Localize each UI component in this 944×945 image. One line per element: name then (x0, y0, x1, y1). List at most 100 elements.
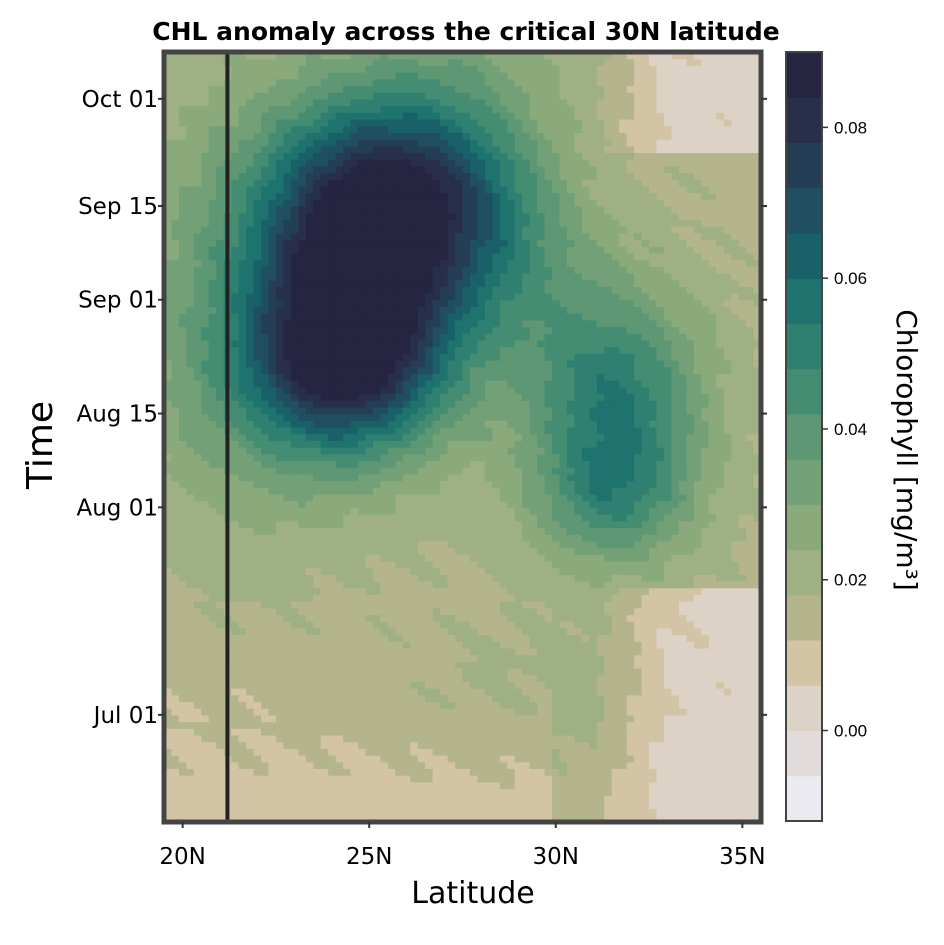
heatmap-cell (208, 493, 217, 502)
heatmap-cell (663, 587, 673, 595)
heatmap-cell (589, 808, 598, 816)
heatmap-cell (380, 527, 389, 535)
heatmap-cell (469, 520, 479, 528)
heatmap-cell (246, 587, 255, 595)
heatmap-cell (671, 795, 680, 803)
heatmap-cell (320, 661, 329, 669)
heatmap-cell (634, 413, 643, 421)
heatmap-cell (246, 734, 255, 743)
heatmap-cell (432, 433, 441, 441)
heatmap-cell (581, 587, 590, 595)
heatmap-cell (634, 688, 643, 696)
heatmap-cell (246, 567, 255, 575)
heatmap-cell (372, 406, 382, 415)
heatmap-cell (484, 567, 493, 575)
heatmap-cell (477, 694, 486, 703)
heatmap-cell (320, 788, 329, 796)
heatmap-cell (343, 714, 352, 723)
heatmap-cell (246, 460, 255, 468)
heatmap-cell (656, 755, 665, 763)
heatmap-cell (343, 493, 352, 502)
heatmap-cell (731, 473, 740, 482)
heatmap-cell (611, 688, 620, 696)
heatmap-cell (484, 440, 493, 448)
heatmap-cell (387, 567, 396, 575)
heatmap-cell (522, 688, 531, 696)
heatmap-cell (447, 587, 456, 595)
heatmap-cell (335, 627, 344, 636)
heatmap-cell (708, 554, 717, 562)
heatmap-cell (604, 601, 613, 609)
heatmap-cell (305, 674, 314, 682)
heatmap-cell (537, 433, 546, 441)
heatmap-cell (350, 400, 359, 408)
heatmap-cell (350, 601, 359, 609)
heatmap-cell (649, 514, 658, 522)
heatmap-cell (246, 540, 255, 549)
heatmap-cell (671, 815, 680, 823)
heatmap-cell (469, 755, 479, 763)
heatmap-cell (246, 681, 255, 689)
heatmap-cell (343, 580, 352, 589)
heatmap-cell (186, 627, 195, 636)
heatmap-cell (358, 734, 367, 743)
heatmap-cell (290, 815, 299, 823)
heatmap-cell (611, 554, 620, 562)
heatmap-cell (455, 627, 464, 636)
heatmap-cell (283, 406, 292, 415)
heatmap-cell (626, 627, 635, 636)
heatmap-cell (559, 708, 568, 716)
heatmap-cell (574, 547, 583, 555)
heatmap-cell (581, 420, 590, 428)
heatmap-cell (619, 580, 628, 589)
heatmap-cell (484, 688, 493, 696)
heatmap-cell (611, 654, 620, 662)
heatmap-cell (313, 641, 322, 649)
heatmap-cell (343, 426, 352, 435)
heatmap-cell (492, 527, 501, 535)
heatmap-cell (499, 480, 508, 488)
heatmap-cell (440, 815, 449, 823)
heatmap-cell (731, 674, 740, 682)
heatmap-cell (261, 621, 270, 629)
heatmap-cell (731, 614, 740, 622)
heatmap-cell (686, 453, 695, 462)
heatmap-cell (171, 594, 180, 602)
heatmap-cell (574, 781, 583, 790)
heatmap-cell (268, 467, 277, 475)
heatmap-cell (701, 547, 710, 555)
heatmap-cell (581, 641, 590, 649)
heatmap-cell (193, 473, 202, 482)
heatmap-cell (686, 493, 695, 502)
heatmap-cell (238, 413, 247, 421)
heatmap-cell (402, 547, 411, 555)
heatmap-cell (529, 507, 538, 515)
heatmap-cell (164, 607, 173, 616)
heatmap-cell (753, 534, 762, 542)
heatmap-cell (417, 634, 426, 642)
heatmap-cell (477, 708, 486, 716)
heatmap-cell (723, 467, 732, 475)
heatmap-cell (313, 527, 322, 535)
heatmap-cell (380, 627, 389, 636)
heatmap-cell (417, 761, 426, 770)
heatmap-cell (641, 574, 650, 582)
heatmap-cell (477, 567, 486, 575)
heatmap-cell (462, 641, 471, 649)
heatmap-cell (387, 708, 396, 716)
heatmap-cell (372, 775, 382, 783)
heatmap-cell (753, 815, 762, 823)
heatmap-cell (611, 634, 620, 642)
heatmap-cell (708, 406, 717, 415)
heatmap-cell (499, 534, 508, 542)
heatmap-cell (559, 560, 568, 569)
heatmap-cell (649, 808, 658, 816)
heatmap-cell (574, 413, 583, 421)
heatmap-cell (492, 654, 501, 662)
heatmap-cell (372, 741, 382, 749)
heatmap-cell (201, 507, 210, 515)
heatmap-cell (283, 601, 292, 609)
heatmap-cell (484, 527, 493, 535)
heatmap-cell (678, 500, 687, 508)
heatmap-cell (417, 601, 426, 609)
